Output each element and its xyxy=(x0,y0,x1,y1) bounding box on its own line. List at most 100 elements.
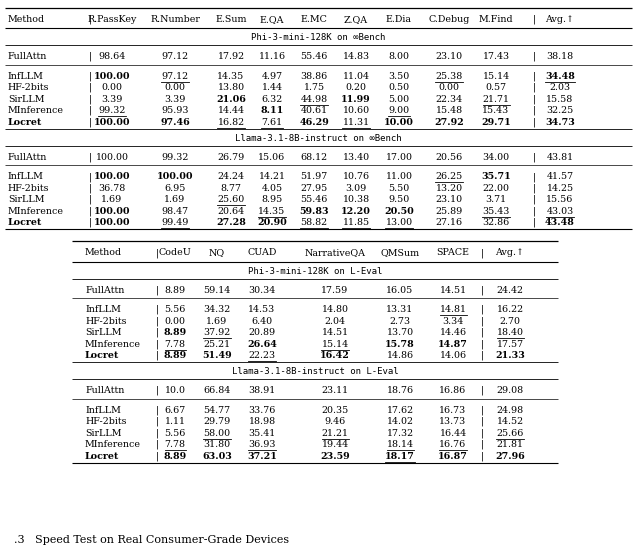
Text: |: | xyxy=(481,351,484,360)
Text: Avg.↑: Avg.↑ xyxy=(495,248,525,257)
Text: R.Number: R.Number xyxy=(150,15,200,24)
Text: 43.48: 43.48 xyxy=(545,218,575,227)
Text: |: | xyxy=(532,195,536,204)
Text: 14.06: 14.06 xyxy=(440,351,467,360)
Text: 34.00: 34.00 xyxy=(483,153,509,161)
Text: 16.73: 16.73 xyxy=(440,406,467,414)
Text: Phi-3-mini-128K on ∞Bench: Phi-3-mini-128K on ∞Bench xyxy=(252,33,386,42)
Text: 100.00: 100.00 xyxy=(93,172,131,181)
Text: 26.64: 26.64 xyxy=(247,339,277,349)
Text: 25.38: 25.38 xyxy=(435,72,463,81)
Text: 1.44: 1.44 xyxy=(262,83,282,92)
Text: SirLLM: SirLLM xyxy=(8,195,45,204)
Text: 17.62: 17.62 xyxy=(387,406,413,414)
Text: CUAD: CUAD xyxy=(247,248,276,257)
Text: NarrativeQA: NarrativeQA xyxy=(305,248,365,257)
Text: |: | xyxy=(156,428,159,438)
Text: R.PassKey: R.PassKey xyxy=(87,15,137,24)
Text: |: | xyxy=(481,428,484,438)
Text: 100.00: 100.00 xyxy=(93,117,131,127)
Text: |: | xyxy=(481,285,484,295)
Text: |: | xyxy=(532,52,536,61)
Text: C.Debug: C.Debug xyxy=(428,15,470,24)
Text: FullAttn: FullAttn xyxy=(8,153,47,161)
Text: |: | xyxy=(481,386,484,395)
Text: 1.69: 1.69 xyxy=(206,317,228,326)
Text: SPACE: SPACE xyxy=(436,248,470,257)
Text: 14.35: 14.35 xyxy=(259,206,285,216)
Text: 8.89: 8.89 xyxy=(163,451,187,461)
Text: 22.00: 22.00 xyxy=(483,184,509,193)
Text: 23.11: 23.11 xyxy=(321,386,349,395)
Text: 24.42: 24.42 xyxy=(497,285,524,294)
Text: 16.05: 16.05 xyxy=(387,285,413,294)
Text: 11.00: 11.00 xyxy=(385,172,413,181)
Text: Llama-3.1-8B-instruct on L-Eval: Llama-3.1-8B-instruct on L-Eval xyxy=(232,367,398,376)
Text: 17.92: 17.92 xyxy=(218,52,244,61)
Text: 7.78: 7.78 xyxy=(164,339,186,349)
Text: QMSum: QMSum xyxy=(380,248,420,257)
Text: 14.86: 14.86 xyxy=(387,351,413,360)
Text: 4.05: 4.05 xyxy=(261,184,283,193)
Text: 8.77: 8.77 xyxy=(221,184,241,193)
Text: 58.82: 58.82 xyxy=(300,218,328,227)
Text: 98.64: 98.64 xyxy=(99,52,125,61)
Text: 0.57: 0.57 xyxy=(485,83,507,92)
Text: 25.89: 25.89 xyxy=(435,206,463,216)
Text: 38.18: 38.18 xyxy=(547,52,573,61)
Text: E.MC: E.MC xyxy=(301,15,328,24)
Text: |: | xyxy=(532,153,536,162)
Text: 2.70: 2.70 xyxy=(499,317,520,326)
Text: 21.81: 21.81 xyxy=(497,440,524,449)
Text: 44.98: 44.98 xyxy=(300,94,328,104)
Text: 40.61: 40.61 xyxy=(300,106,328,115)
Text: 34.73: 34.73 xyxy=(545,117,575,127)
Text: 1.11: 1.11 xyxy=(164,417,186,426)
Text: |: | xyxy=(156,339,159,349)
Text: 13.00: 13.00 xyxy=(385,218,413,227)
Text: |: | xyxy=(88,218,92,227)
Text: HF-2bits: HF-2bits xyxy=(85,417,127,426)
Text: 16.44: 16.44 xyxy=(440,429,467,438)
Text: InfLLM: InfLLM xyxy=(85,305,121,314)
Text: 1.69: 1.69 xyxy=(101,195,123,204)
Text: 26.79: 26.79 xyxy=(218,153,244,161)
Text: 27.92: 27.92 xyxy=(434,117,464,127)
Text: 59.14: 59.14 xyxy=(204,285,230,294)
Text: |: | xyxy=(156,285,159,295)
Text: Phi-3-mini-128K on L-Eval: Phi-3-mini-128K on L-Eval xyxy=(248,267,382,276)
Text: |: | xyxy=(532,15,536,24)
Text: 13.31: 13.31 xyxy=(387,305,413,314)
Text: 15.56: 15.56 xyxy=(547,195,573,204)
Text: 27.28: 27.28 xyxy=(216,218,246,227)
Text: |: | xyxy=(481,316,484,326)
Text: 10.38: 10.38 xyxy=(342,195,369,204)
Text: 10.60: 10.60 xyxy=(342,106,369,115)
Text: 16.87: 16.87 xyxy=(438,451,468,461)
Text: Locret: Locret xyxy=(8,117,42,127)
Text: Z.QA: Z.QA xyxy=(344,15,368,24)
Text: 13.80: 13.80 xyxy=(218,83,244,92)
Text: MInference: MInference xyxy=(8,206,64,216)
Text: 17.59: 17.59 xyxy=(321,285,349,294)
Text: SirLLM: SirLLM xyxy=(85,429,122,438)
Text: 15.48: 15.48 xyxy=(435,106,463,115)
Text: 15.14: 15.14 xyxy=(483,72,509,81)
Text: MInference: MInference xyxy=(85,339,141,349)
Text: 37.21: 37.21 xyxy=(247,451,277,461)
Text: 100.00: 100.00 xyxy=(93,218,131,227)
Text: 100.00: 100.00 xyxy=(157,172,193,181)
Text: 36.78: 36.78 xyxy=(99,184,125,193)
Text: Avg.↑: Avg.↑ xyxy=(545,15,575,24)
Text: 6.67: 6.67 xyxy=(164,406,186,414)
Text: |: | xyxy=(532,218,536,227)
Text: 23.10: 23.10 xyxy=(435,52,463,61)
Text: |: | xyxy=(88,153,92,162)
Text: 37.92: 37.92 xyxy=(204,328,230,337)
Text: 14.02: 14.02 xyxy=(387,417,413,426)
Text: |: | xyxy=(481,305,484,315)
Text: 9.46: 9.46 xyxy=(324,417,346,426)
Text: 58.00: 58.00 xyxy=(204,429,230,438)
Text: FullAttn: FullAttn xyxy=(8,52,47,61)
Text: 43.81: 43.81 xyxy=(547,153,573,161)
